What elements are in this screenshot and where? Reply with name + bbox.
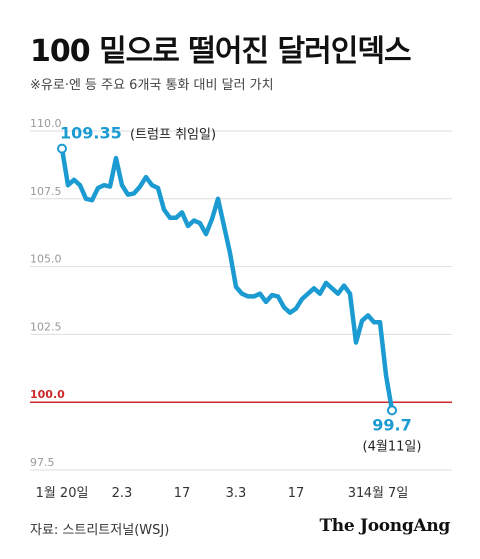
x-tick-label: 3.3	[226, 486, 247, 501]
chart-title: 100 밑으로 떨어진 달러인덱스	[30, 34, 412, 69]
x-tick-label: 4월 7일	[364, 486, 409, 501]
y-tick-label: 102.5	[30, 320, 62, 333]
y-tick-label: 107.5	[30, 185, 62, 198]
x-tick-label: 17	[288, 486, 305, 501]
y-tick-label: 97.5	[30, 456, 55, 469]
annotated-point-marker	[387, 405, 397, 416]
y-tick-label: 110.0	[30, 117, 62, 130]
start-note-label: (트럼프 취임일)	[130, 128, 216, 143]
brand-logo: The JoongAng	[319, 516, 450, 536]
x-tick-label: 31	[348, 486, 365, 501]
x-tick-label: 1월 20일	[36, 486, 89, 501]
dollar-index-series-line	[59, 146, 395, 413]
y-tick-label: 100.0	[30, 388, 65, 401]
end-value-label: 99.7	[372, 415, 411, 434]
source-note: 자료: 스트리트저널(WSJ)	[30, 523, 170, 538]
start-value-label: 109.35	[60, 124, 122, 143]
x-tick-label: 17	[174, 486, 191, 501]
chart-subtitle: ※유로·엔 등 주요 6개국 통화 대비 달러 가치	[30, 78, 274, 93]
annotated-point-marker	[57, 143, 67, 154]
end-note-label: (4월11일)	[363, 439, 422, 454]
x-tick-label: 2.3	[112, 486, 133, 501]
y-tick-label: 105.0	[30, 253, 62, 266]
